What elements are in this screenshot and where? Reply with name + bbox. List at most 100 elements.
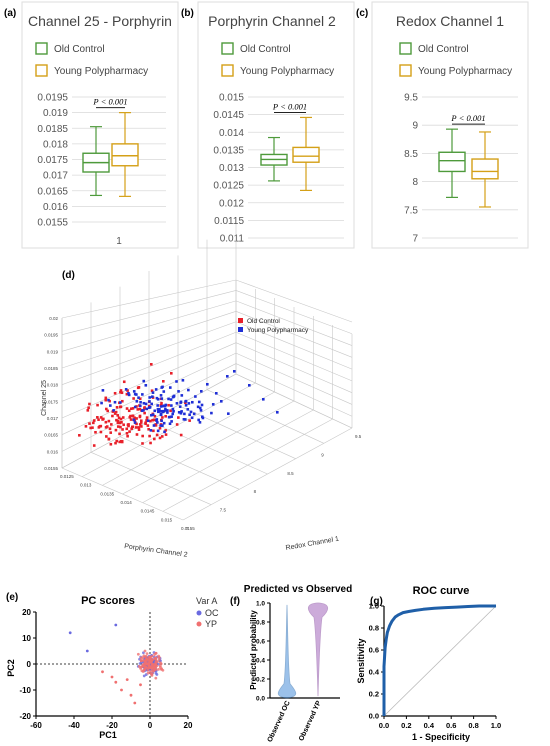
scatter-d-point-oc — [148, 434, 151, 438]
scatter-d-point-oc — [127, 424, 130, 428]
pc-point-yp — [151, 662, 154, 666]
pc-scores-plot: -60 -40 -20 0 20 -20 -10 0 10 20 — [19, 608, 193, 730]
tick-d-y-1: 7.5 — [220, 508, 227, 513]
scatter-d-point-oc — [140, 419, 143, 423]
scatter-d-point-yp — [215, 392, 218, 395]
xtick-e-2: -20 — [106, 721, 118, 730]
tick-c-0: 7 — [412, 234, 418, 245]
floor-grid-b-4 — [142, 409, 314, 503]
scatter-d-point-oc — [115, 406, 119, 409]
scatter-d-point-yp — [170, 415, 173, 418]
tick-a-5: 0.018 — [43, 139, 68, 150]
xtick-e-3: 0 — [148, 721, 153, 730]
pc-point-oc — [155, 673, 159, 676]
scatter-d-point-oc — [109, 442, 113, 446]
scatter-d-point-oc — [137, 428, 141, 431]
scatter-d-point-oc — [118, 440, 121, 444]
scatter-d-point-yp — [149, 429, 153, 432]
scatter-d-point-yp — [142, 379, 146, 383]
scatter-d-point-yp — [170, 420, 173, 423]
scatter-d-point-oc — [138, 423, 142, 426]
scatter-d-point-oc — [92, 419, 96, 422]
panel-f: (f) Predicted vs Observed 0.00.20.40.60.… — [230, 584, 352, 743]
scatter-d-point-oc — [96, 403, 99, 407]
legend-a-young-label: Young Polypharmacy — [54, 66, 148, 77]
pc-point-yp — [149, 672, 153, 676]
scatter-d-point-oc — [125, 392, 129, 396]
ytick-f-4: 0.8 — [256, 620, 265, 627]
scatter-d-point-oc — [150, 363, 153, 366]
scatter-d-point-oc — [119, 389, 123, 392]
panel-c: (c) Redox Channel 1 Old Control Young Po… — [356, 1, 529, 249]
ytick-g-5: 1.0 — [369, 602, 379, 611]
scatter-d-point-yp — [181, 378, 185, 382]
scatter-d-point-oc — [114, 428, 118, 432]
ytick-e-3: 10 — [22, 634, 31, 643]
scatter-d-point-oc — [153, 437, 156, 441]
scatter-d-point-oc — [109, 431, 113, 434]
scatter-d-point-oc — [143, 411, 146, 415]
scatter-d-point-oc — [99, 430, 103, 434]
scatter-d-point-yp — [248, 384, 251, 387]
scatter-d-point-yp — [189, 410, 193, 414]
scatter-d-point-oc — [146, 424, 150, 427]
scatter-d-point-yp — [226, 375, 229, 378]
scatter-d-point-yp — [161, 424, 164, 427]
violin-oc — [277, 604, 297, 699]
scatter-d-point-oc — [107, 419, 111, 423]
scatter-d-point-yp — [276, 411, 279, 414]
scatter-d-point-oc — [121, 416, 125, 419]
scatter-d-point-yp — [150, 413, 153, 417]
scatter-3d: 0.0155 0.016 0.0165 0.017 0.0175 0.018 0.0185 0… — [44, 224, 362, 531]
pc-point-yp — [144, 657, 148, 661]
tick-c-2: 8 — [412, 177, 418, 188]
ytick-f-3: 0.6 — [256, 639, 265, 646]
pc-point-yp — [114, 680, 118, 684]
legend-d-young-marker — [238, 327, 243, 332]
scatter-d-point-oc — [92, 444, 96, 447]
pc-point-yp — [150, 666, 154, 670]
pc-point-yp — [157, 667, 160, 671]
scatter-d-point-oc — [99, 424, 103, 428]
scatter-d-point-oc — [121, 428, 124, 431]
scatter-d-point-oc — [135, 417, 138, 420]
panel-g: (g) ROC curve 0.0 0.2 0.4 0.6 0.8 1.00.00.20.… — [356, 585, 501, 742]
scatter-d-point-yp — [144, 384, 148, 387]
scatter-d-point-yp — [140, 409, 144, 413]
tick-d-x-0: 0.0125 — [60, 474, 74, 479]
pc-point-yp — [154, 676, 158, 680]
scatter-d-point-oc — [150, 389, 154, 393]
chart-f-title: Predicted vs Observed — [244, 584, 352, 595]
scatter-d-point-oc — [177, 416, 180, 419]
scatter-d-point-oc — [105, 407, 108, 411]
scatter-d-point-yp — [101, 389, 105, 392]
pc-point-oc — [68, 631, 72, 635]
tick-d-x-1: 0.013 — [80, 483, 92, 488]
tick-a-1: 0.016 — [43, 202, 68, 213]
scatter-d-point-yp — [151, 413, 155, 417]
legend-e-yp-marker — [196, 621, 202, 627]
scatter-d-point-yp — [109, 404, 112, 407]
scatter-d-point-yp — [151, 391, 155, 394]
scatter-d-point-yp — [184, 403, 188, 407]
pc-point-yp — [157, 655, 161, 659]
scatter-d-point-yp — [162, 421, 166, 425]
panel-b-frame — [197, 1, 355, 249]
scatter-d-point-yp — [148, 400, 151, 403]
tick-c-3: 8.5 — [404, 149, 418, 160]
scatter-d-point-yp — [161, 410, 165, 414]
scatter-d-point-yp — [200, 403, 204, 407]
scatter-d-point-oc — [116, 425, 120, 428]
scatter-d-point-yp — [162, 390, 166, 393]
ytick-e-0: -20 — [19, 712, 31, 721]
scatter-d-point-yp — [171, 395, 175, 399]
scatter-d-point-yp — [169, 398, 173, 401]
pc-point-yp — [129, 693, 133, 697]
box-c-0 — [438, 151, 466, 173]
ytick-e-1: -10 — [19, 686, 31, 695]
scatter-d-point-yp — [158, 407, 161, 411]
scatter-d-point-oc — [188, 419, 191, 422]
scatter-d-point-yp — [190, 416, 194, 420]
scatter-d-point-yp — [135, 393, 138, 396]
